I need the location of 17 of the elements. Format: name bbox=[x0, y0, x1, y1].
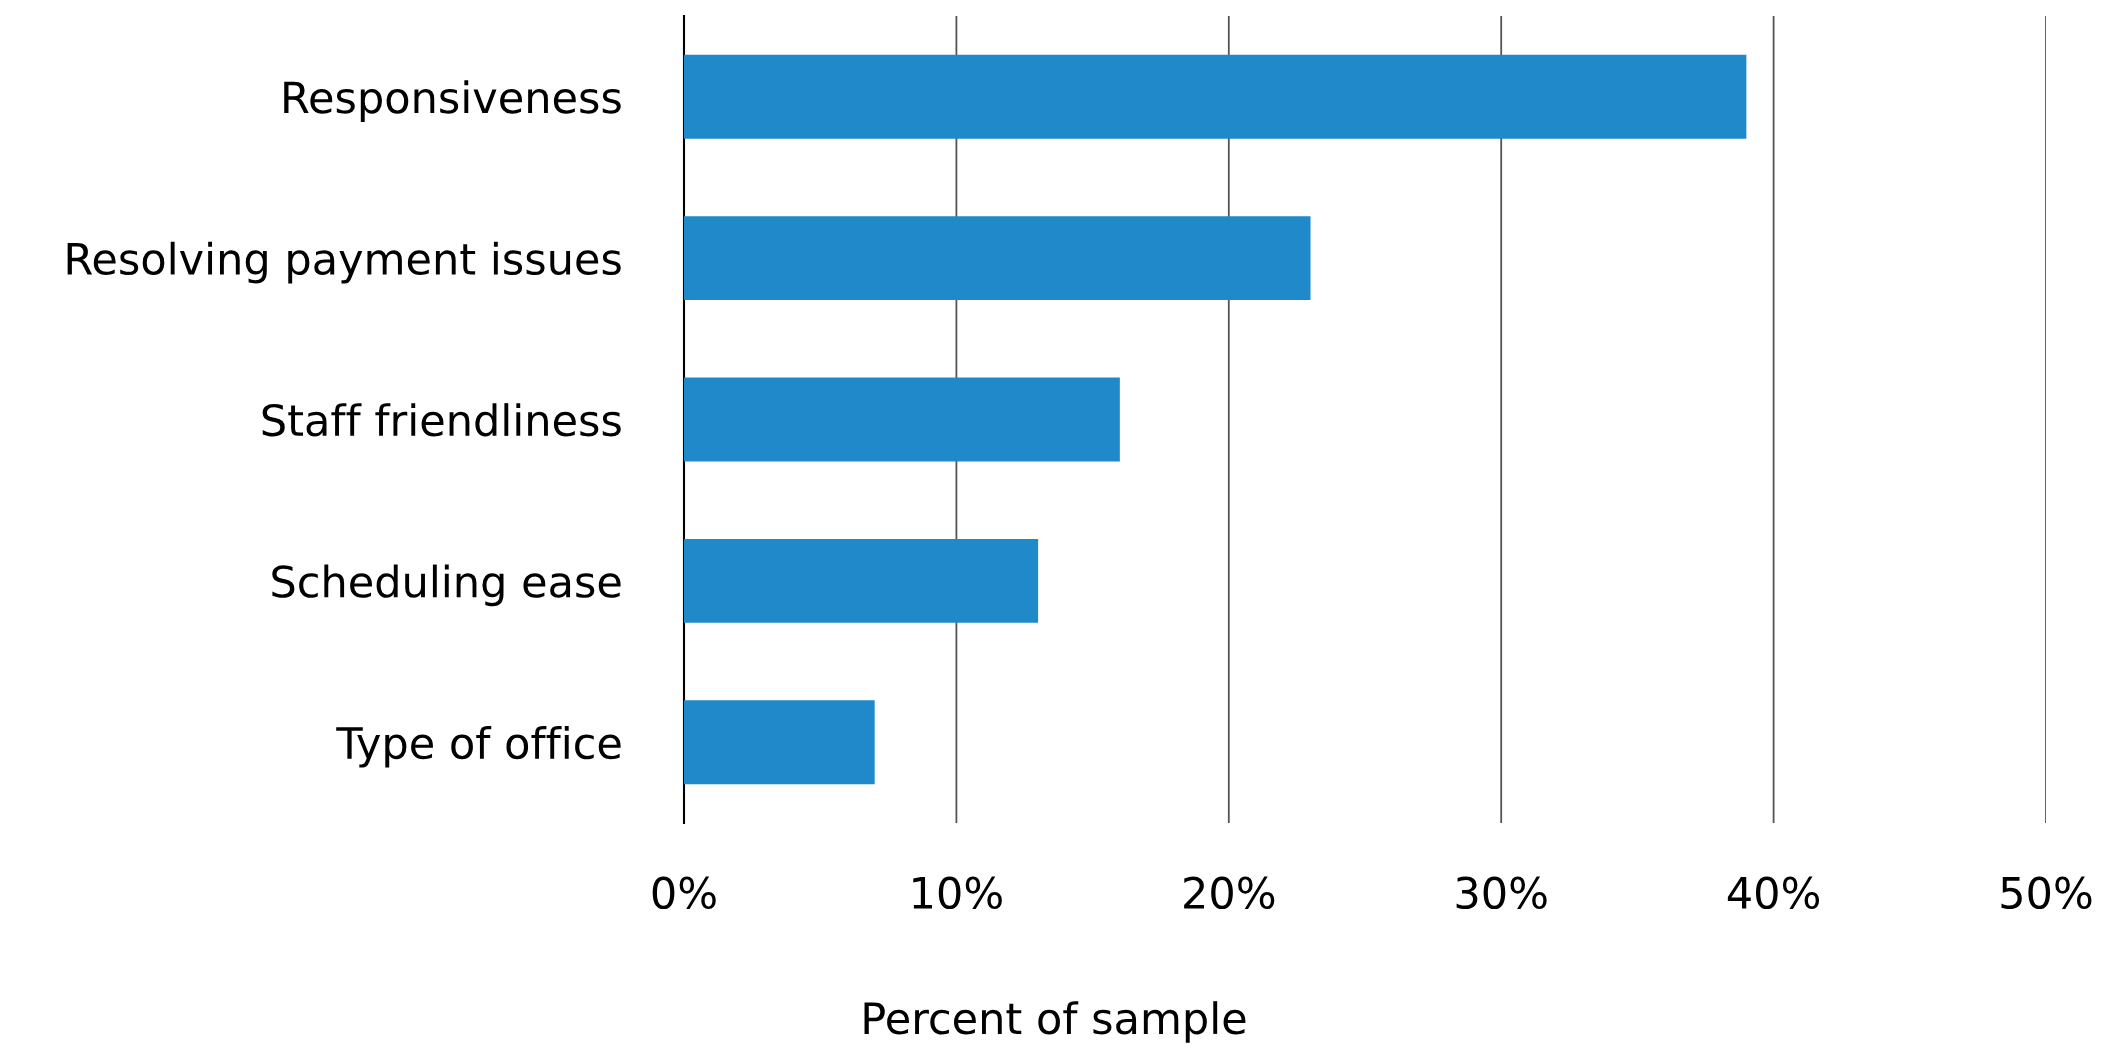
x-axis-title: Percent of sample bbox=[864, 1001, 1246, 1043]
x-tick-label: 0% bbox=[652, 876, 716, 910]
bar bbox=[684, 377, 1120, 462]
x-tick-label: 50% bbox=[2001, 876, 2092, 910]
bar bbox=[684, 54, 1747, 139]
x-tick-label: 20% bbox=[1184, 876, 1275, 910]
x-tick-label: 10% bbox=[913, 876, 1002, 910]
y-tick-label: Responsiveness bbox=[284, 80, 621, 123]
y-tick-label: Scheduling ease bbox=[272, 564, 621, 607]
y-tick-label: Staff friendliness bbox=[262, 403, 621, 437]
x-tick-label: 40% bbox=[1727, 876, 1820, 910]
bar bbox=[684, 700, 875, 785]
bar bbox=[684, 538, 1039, 623]
y-tick-label: Type of office bbox=[336, 725, 621, 768]
bar bbox=[684, 216, 1311, 301]
x-tick-label: 30% bbox=[1456, 876, 1547, 910]
y-tick-label: Resolving payment issues bbox=[67, 241, 621, 284]
